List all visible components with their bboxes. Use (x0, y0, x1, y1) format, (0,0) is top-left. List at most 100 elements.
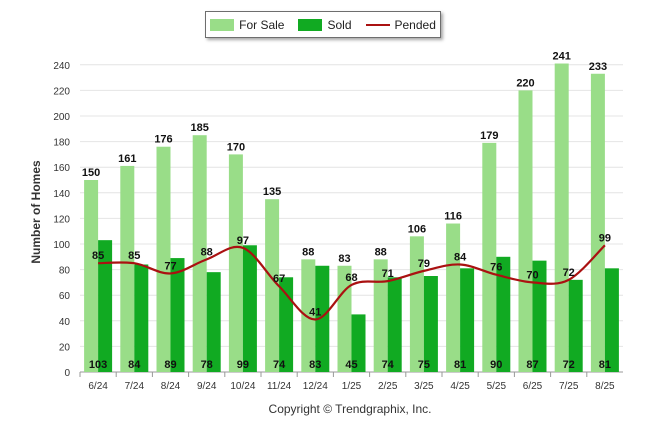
bar-sold (315, 265, 330, 372)
y-tick-label: 220 (53, 86, 70, 97)
bar-for-sale (590, 73, 605, 372)
data-label-sold: 83 (309, 359, 321, 371)
x-tick-label: 10/24 (230, 381, 255, 392)
data-label-pended: 41 (309, 307, 321, 319)
x-tick-label: 8/24 (161, 381, 181, 392)
x-tick-label: 8/25 (595, 381, 615, 392)
bar-sold (206, 272, 221, 372)
x-tick-label: 4/25 (450, 381, 470, 392)
bar-for-sale (446, 223, 461, 372)
data-label-pended: 85 (92, 250, 104, 262)
data-label-sold: 78 (201, 359, 213, 371)
x-tick-label: 5/25 (487, 381, 507, 392)
data-label-for-sale: 185 (191, 122, 209, 134)
data-label-sold: 89 (164, 359, 176, 371)
bar-sold (387, 277, 402, 372)
data-label-sold: 45 (345, 359, 357, 371)
data-label-pended: 99 (599, 232, 611, 244)
data-label-for-sale: 88 (302, 246, 314, 258)
data-label-sold: 72 (563, 359, 575, 371)
y-tick-label: 0 (64, 368, 70, 379)
bar-for-sale (84, 180, 99, 372)
data-label-pended: 88 (201, 246, 213, 258)
y-tick-label: 200 (53, 112, 70, 123)
data-label-for-sale: 170 (227, 141, 245, 153)
data-label-for-sale: 106 (408, 223, 426, 235)
bar-sold (532, 260, 547, 372)
legend-item-pended[interactable]: Pended (365, 17, 436, 32)
bar-for-sale (337, 265, 352, 372)
x-tick-label: 2/25 (378, 381, 398, 392)
legend-label-sold: Sold (327, 17, 352, 32)
bar-sold (460, 268, 475, 372)
data-label-sold: 90 (490, 359, 502, 371)
line-pended (98, 244, 606, 321)
y-tick-label: 180 (53, 138, 70, 149)
bar-sold (351, 314, 366, 372)
data-label-sold: 74 (273, 359, 286, 371)
data-label-for-sale: 135 (263, 186, 281, 198)
data-label-sold: 103 (89, 359, 107, 371)
data-label-for-sale: 116 (444, 211, 462, 223)
legend-item-for-sale[interactable]: For Sale (210, 18, 284, 32)
bar-sold (242, 245, 257, 372)
data-label-for-sale: 88 (375, 246, 387, 258)
data-label-pended: 72 (563, 267, 575, 279)
data-label-pended: 79 (418, 258, 430, 270)
legend-swatch-sold (298, 18, 323, 31)
legend: For Sale Sold Pended (205, 11, 441, 38)
bar-sold (496, 256, 511, 372)
bar-for-sale (373, 259, 388, 372)
data-label-sold: 75 (418, 359, 430, 371)
bar-sold (604, 268, 619, 372)
bar-for-sale (228, 154, 243, 372)
bar-for-sale (518, 90, 533, 373)
data-label-sold: 84 (128, 359, 141, 371)
legend-item-sold[interactable]: Sold (298, 17, 352, 32)
data-label-pended: 85 (128, 250, 140, 262)
bar-sold (98, 240, 113, 372)
legend-swatch-for-sale (210, 18, 235, 31)
bar-for-sale (120, 165, 135, 372)
y-tick-label: 40 (59, 317, 71, 328)
data-label-sold: 74 (382, 359, 395, 371)
data-label-pended: 67 (273, 273, 285, 285)
copyright: Copyright © Trendgraphix, Inc. (268, 402, 432, 416)
data-label-pended: 71 (382, 268, 394, 280)
data-label-for-sale: 176 (154, 134, 172, 146)
data-label-for-sale: 161 (118, 153, 136, 165)
x-tick-label: 9/24 (197, 381, 217, 392)
y-tick-label: 140 (53, 189, 70, 200)
bar-for-sale (301, 259, 316, 372)
data-label-sold: 87 (526, 359, 538, 371)
data-label-sold: 81 (599, 359, 611, 371)
legend-swatch-pended (365, 23, 390, 26)
y-tick-label: 80 (59, 266, 71, 277)
x-tick-label: 1/25 (342, 381, 362, 392)
y-tick-label: 240 (53, 61, 70, 72)
data-label-pended: 70 (526, 269, 538, 281)
data-label-for-sale: 241 (553, 51, 571, 63)
x-tick-label: 7/24 (125, 381, 145, 392)
data-label-for-sale: 220 (516, 77, 534, 89)
bar-sold (568, 279, 583, 372)
legend-label-pended: Pended (394, 17, 436, 32)
data-label-for-sale: 150 (82, 167, 100, 179)
bar-sold (423, 276, 438, 372)
y-tick-label: 100 (53, 240, 70, 251)
legend-label-for-sale: For Sale (239, 17, 285, 32)
bar-for-sale (156, 146, 171, 372)
data-label-for-sale: 179 (480, 130, 498, 142)
y-tick-label: 160 (53, 163, 70, 174)
x-tick-label: 12/24 (303, 381, 328, 392)
bar-for-sale (409, 236, 424, 372)
y-tick-label: 20 (59, 342, 71, 353)
x-tick-label: 3/25 (414, 381, 434, 392)
x-tick-label: 6/24 (88, 381, 108, 392)
y-tick-label: 120 (53, 214, 70, 225)
bar-sold (279, 277, 294, 372)
bar-for-sale (554, 63, 569, 373)
data-label-pended: 77 (164, 260, 176, 272)
y-axis-label: Number of Homes (29, 160, 43, 264)
x-tick-label: 6/25 (523, 381, 543, 392)
